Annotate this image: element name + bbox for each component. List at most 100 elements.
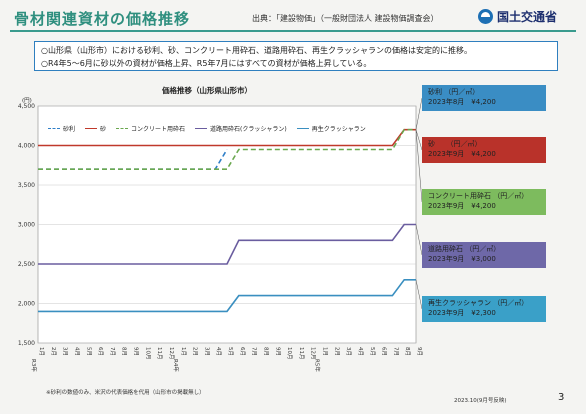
callout-date: 2023年9月: [428, 309, 465, 317]
x-tick-label: 2月: [192, 347, 199, 356]
callout-name: 道路用砕石 （円／㎥）: [428, 245, 501, 253]
callout-connector: [415, 129, 423, 203]
series-line: [38, 223, 416, 265]
legend-swatch: [48, 128, 60, 129]
summary-box: ○山形県（山形市）における砂利、砂、コンクリート用砕石、道路用砕石、再生クラッシ…: [34, 41, 558, 71]
legend-label: 再生クラッシャラン: [311, 126, 366, 133]
mlit-logo-icon: [478, 9, 493, 24]
x-tick-label: 10月: [286, 347, 293, 360]
x-tick-label: 7月: [392, 347, 399, 356]
legend-swatch: [296, 128, 309, 129]
callout-name: コンクリート用砕石 （円／㎥）: [428, 192, 529, 200]
y-tick-labels: 1,500 2,000 2,500 3,000 3,500 4,000 4,500: [18, 103, 35, 347]
callout-price: ¥4,200: [471, 202, 496, 210]
callout-price: ¥2,300: [471, 309, 496, 317]
callout-suna: 砂 （円／㎥） 2023年9月 ¥4,200: [422, 137, 546, 163]
callout-recycled: 再生クラッシャラン （円／㎥） 2023年9月 ¥2,300: [422, 296, 546, 322]
x-tick-label: 5月: [85, 347, 92, 356]
x-year-label: R5年: [314, 359, 322, 372]
x-tick-label: 3月: [62, 347, 69, 356]
legend-label: 砂: [100, 126, 107, 133]
legend-label: 道路用砕石(クラッシャラン): [210, 126, 287, 133]
legend-label: 砂利: [63, 126, 76, 133]
callout-connector: [415, 129, 423, 151]
grid-lines: [37, 105, 417, 344]
legend-swatch: [195, 128, 208, 129]
x-tick-label: 3月: [345, 347, 352, 356]
callout-date: 2023年9月: [428, 202, 465, 210]
y-tick-label: 3,000: [18, 222, 35, 229]
legend-item-recycled: 再生クラッシャラン: [296, 124, 366, 133]
x-tick-label: 9月: [274, 347, 281, 356]
legend-item-suna: 砂: [85, 124, 106, 133]
legend-label: コンクリート用砕石: [131, 126, 186, 133]
callout-date: 2023年9月: [428, 255, 465, 263]
legend-swatch: [85, 128, 98, 129]
footnote: ※砂利の数値のみ、米沢の代表価格を代用（山形市の掲載無し）: [46, 390, 205, 396]
mlit-logo: 国土交通省: [478, 8, 557, 25]
source-note: 出典：「建設物価」（一般財団法人 建設物価調査会）: [252, 14, 439, 23]
x-tick-label: 6月: [239, 347, 246, 356]
x-tick-label: 7月: [109, 347, 116, 356]
summary-line-2: ○R4年5～6月に砂以外の資材が価格上昇、R5年7月にはすべての資材が価格上昇し…: [41, 59, 372, 68]
x-tick-label: 6月: [97, 347, 104, 356]
y-tick-label: 4,500: [18, 103, 35, 110]
x-tick-label: 4月: [357, 347, 364, 356]
series-line: [38, 128, 416, 147]
callout-connector: [415, 224, 423, 256]
x-tick-label: 2月: [333, 347, 340, 356]
x-tick-label: 1月: [180, 347, 187, 356]
x-tick-label: 1月: [322, 347, 329, 356]
callout-connector: [415, 279, 423, 310]
x-year-label: R4年: [172, 359, 180, 372]
callout-name: 砂 （円／㎥）: [428, 140, 482, 148]
logo-text: 国土交通省: [497, 10, 558, 24]
callout-date: 2023年9月: [428, 150, 465, 158]
x-tick-label: 10月: [144, 347, 151, 360]
callout-connectors: [415, 97, 423, 310]
series-line: [38, 279, 416, 313]
x-tick-label: 7月: [251, 347, 258, 356]
x-tick-label: 5月: [369, 347, 376, 356]
x-tick-label: 11月: [156, 347, 163, 360]
chart-legend: 砂利 砂 コンクリート用砕石 道路用砕石(クラッシャラン) 再生クラッシャラン: [48, 124, 366, 133]
legend-swatch: [116, 128, 129, 129]
x-tick-label: 9月: [416, 347, 423, 356]
x-tick-label: 12月: [168, 347, 175, 360]
x-tick-label: 12月: [310, 347, 317, 360]
x-tick-label: 8月: [262, 347, 269, 356]
y-tick-label: 3,500: [18, 182, 35, 189]
x-tick-label: 4月: [215, 347, 222, 356]
x-tick-label: 2月: [50, 347, 57, 356]
publication-date: 2023.10(9月号反映): [454, 398, 507, 404]
x-tick-label: 1月: [38, 347, 45, 356]
x-tick-label: 11月: [298, 347, 305, 360]
callout-concrete: コンクリート用砕石 （円／㎥） 2023年9月 ¥4,200: [422, 189, 546, 215]
y-axis-unit: (円): [22, 98, 32, 104]
x-tick-labels: 1月 2月 3月 4月 5月 6月 7月 8月 9月 10月 11月 12月 1月 2月 3月 4月 5月 6月 7…: [30, 347, 423, 372]
legend-item-road: 道路用砕石(クラッシャラン): [195, 124, 287, 133]
series-line: [38, 128, 416, 170]
summary-line-1: ○山形県（山形市）における砂利、砂、コンクリート用砕石、道路用砕石、再生クラッシ…: [41, 46, 472, 55]
callout-name: 砂利 （円／㎥）: [428, 88, 480, 96]
legend-item-concrete: コンクリート用砕石: [116, 124, 185, 133]
legend-item-jari: 砂利: [48, 124, 75, 133]
x-tick-label: 8月: [404, 347, 411, 356]
callout-jari: 砂利 （円／㎥） 2023年8月 ¥4,200: [422, 85, 546, 111]
x-tick-label: 5月: [227, 347, 234, 356]
y-tick-label: 2,000: [18, 301, 35, 308]
y-tick-label: 4,000: [18, 143, 35, 150]
y-tick-label: 2,500: [18, 261, 35, 268]
page-number: 3: [558, 392, 565, 403]
y-tick-label: 1,500: [18, 340, 35, 347]
callout-name: 再生クラッシャラン （円／㎥）: [428, 299, 529, 307]
callout-price: ¥4,200: [471, 150, 496, 158]
series-lines: [38, 128, 416, 313]
x-tick-label: 8月: [121, 347, 128, 356]
callout-connector: [415, 97, 423, 130]
x-tick-label: 3月: [203, 347, 210, 356]
callout-price: ¥4,200: [471, 98, 496, 106]
callout-price: ¥3,000: [471, 255, 496, 263]
x-tick-label: 6月: [381, 347, 388, 356]
